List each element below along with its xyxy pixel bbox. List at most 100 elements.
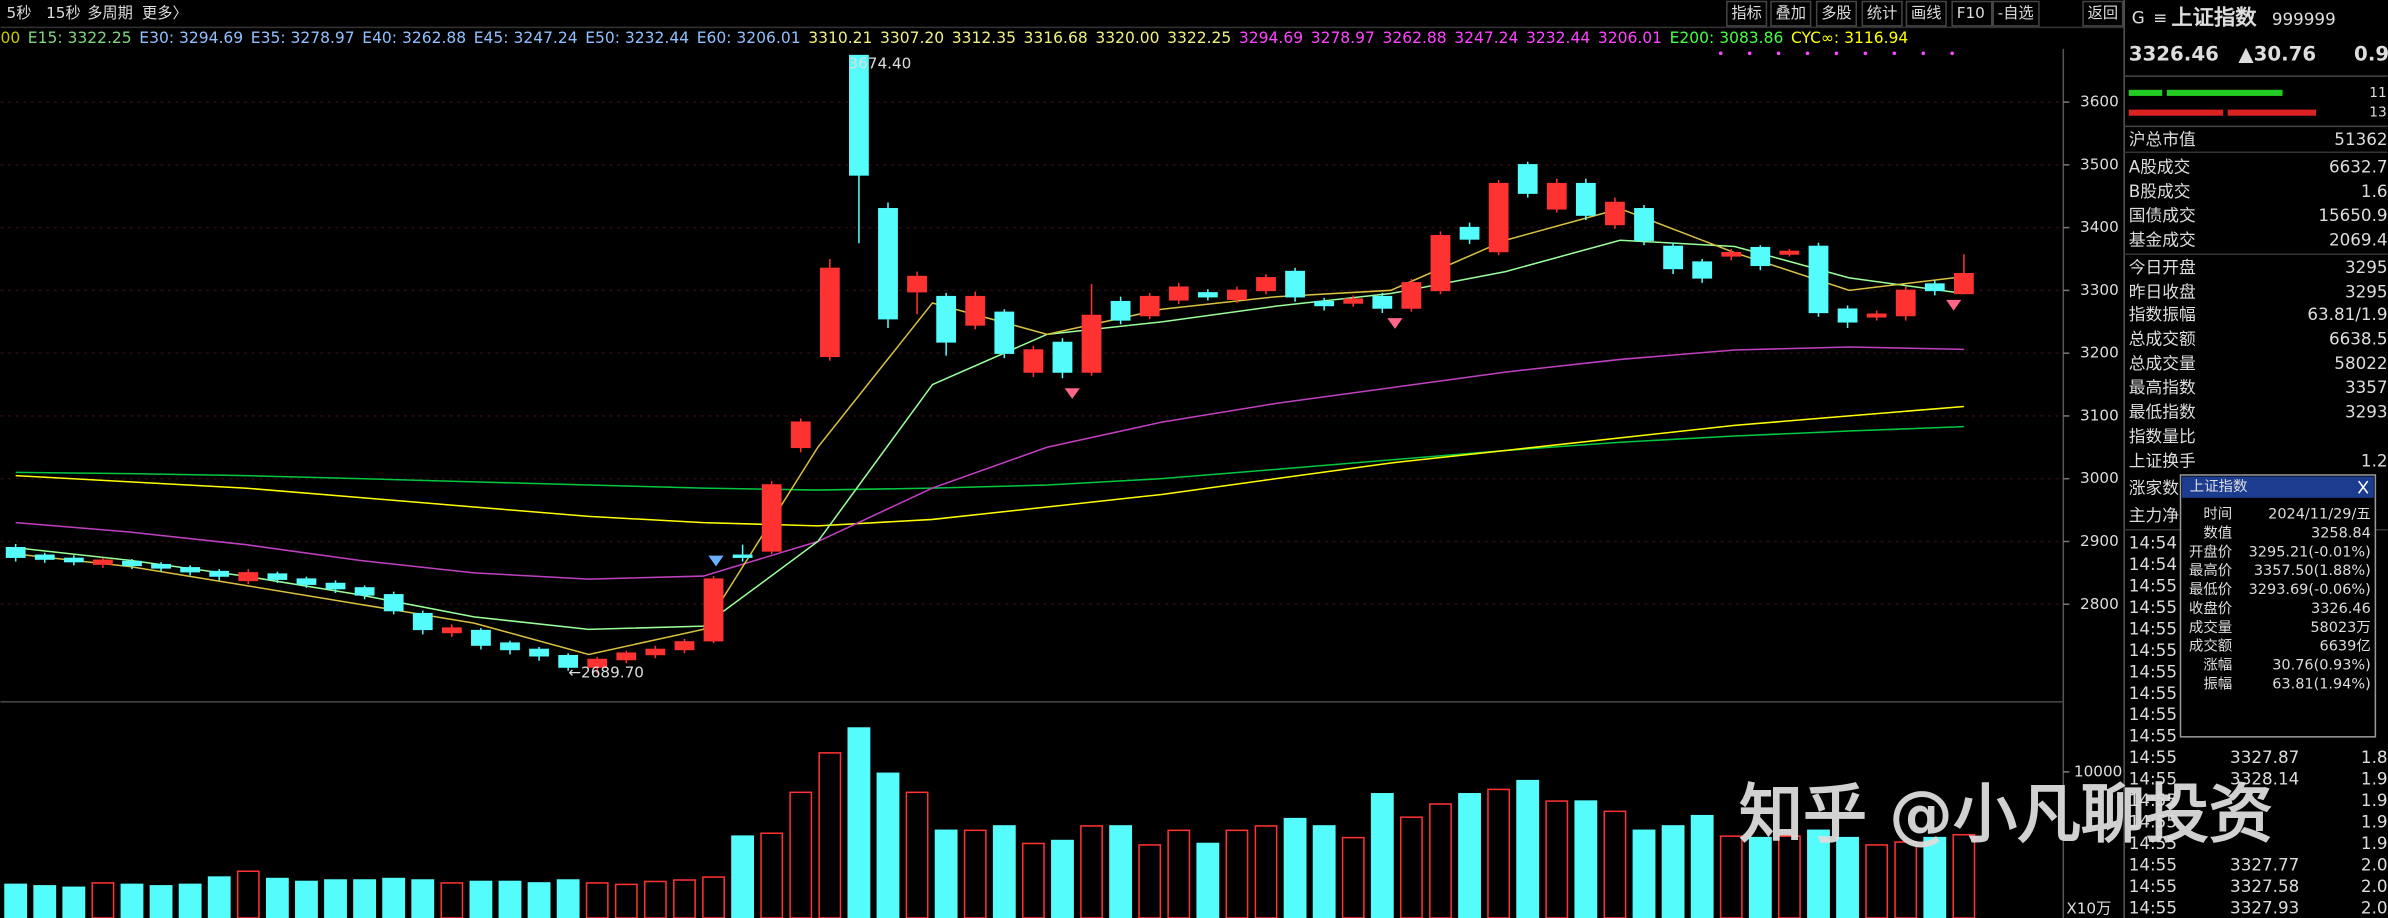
y-tick-label: 3200 xyxy=(2080,344,2119,362)
toolbar-item[interactable]: 统计 xyxy=(1867,4,1897,22)
tooltip-label: 成交额 xyxy=(2189,637,2233,655)
toolbar-button[interactable] xyxy=(1815,0,1857,27)
y-tick-label: 3400 xyxy=(2080,218,2119,236)
toolbar-button[interactable] xyxy=(1861,0,1903,27)
candle-body xyxy=(471,629,491,646)
volume-bar xyxy=(382,877,406,918)
toolbar-button[interactable] xyxy=(1905,0,1947,27)
ma-legend-item: 3278.97 xyxy=(1311,29,1375,47)
volume-bar xyxy=(1632,829,1656,918)
dot xyxy=(1747,51,1752,56)
signal-marker xyxy=(1946,299,1962,311)
candle-body xyxy=(209,570,230,577)
toolbar-button[interactable] xyxy=(1992,0,2040,27)
toolbar-button[interactable] xyxy=(1726,0,1768,27)
tick-time: 14:55 xyxy=(2129,704,2177,724)
volume-bar xyxy=(1836,836,1859,918)
volume-bar xyxy=(469,880,493,918)
tooltip-close[interactable] xyxy=(2358,480,2369,494)
candle-body xyxy=(1430,235,1451,292)
candle-body xyxy=(529,648,549,657)
tooltip-label: 时间 xyxy=(2203,506,2232,523)
volume-bar xyxy=(1196,842,1220,918)
tooltip-label: 成交量 xyxy=(2189,618,2232,636)
tick-time: 14:55 xyxy=(2129,833,2177,853)
toolbar-item[interactable]: 5秒 xyxy=(7,4,32,22)
candle-body xyxy=(936,295,957,343)
tooltip-label: 开盘价 xyxy=(2189,542,2233,560)
volume-bar xyxy=(934,829,958,918)
toolbar-item[interactable]: 画线 xyxy=(1911,4,1941,22)
toolbar-item[interactable]: 指标 xyxy=(1731,4,1761,22)
volume-bar xyxy=(1399,816,1423,918)
tick-volume: 1.9 xyxy=(2361,812,2388,832)
volume-bar xyxy=(614,883,638,918)
candle-body xyxy=(1023,349,1044,373)
volume-bar xyxy=(149,885,173,918)
buy-count: 11 xyxy=(2369,85,2386,101)
toolbar-item[interactable]: 多周期 xyxy=(87,4,133,22)
toolbar-item[interactable]: 多股 xyxy=(1821,4,1851,22)
tooltip-value: 3295.21(-0.01%) xyxy=(2249,544,2371,560)
stat-value: 1.2 xyxy=(2361,450,2388,470)
dot-row xyxy=(1718,51,1954,56)
ma-legend-item: 3322.25 xyxy=(1167,29,1231,47)
tick-time: 14:55 xyxy=(2129,618,2177,638)
dot xyxy=(1776,51,1781,56)
candle-body xyxy=(1168,286,1189,301)
volume-bar xyxy=(876,772,900,918)
toolbar-item[interactable]: 返回 xyxy=(2088,4,2118,22)
candle-body xyxy=(790,421,811,449)
stat-label: 总成交额 xyxy=(2129,328,2196,348)
candle-body xyxy=(819,267,840,358)
stat-label: 主力净 xyxy=(2129,505,2179,525)
toolbar-item[interactable]: 更多〉 xyxy=(142,4,188,22)
y-tick-label: 3500 xyxy=(2080,155,2119,173)
candle-body xyxy=(1895,289,1916,317)
candle-body xyxy=(1081,314,1102,373)
candle-body xyxy=(1692,261,1713,279)
candle-body xyxy=(412,612,433,631)
ma-legend-item: 3294.69 xyxy=(1239,29,1303,47)
toolbar-item[interactable]: -自选 xyxy=(1998,4,2034,22)
toolbar-item[interactable]: F10 xyxy=(1957,4,1985,22)
tick-time: 14:55 xyxy=(2129,640,2177,660)
tick-volume: 1.8 xyxy=(2361,747,2388,767)
volume-bar xyxy=(62,886,86,918)
volume-bar xyxy=(1661,825,1685,918)
ma-legend-item: 3247.24 xyxy=(1454,29,1518,47)
high-annotation: 3674.40 xyxy=(848,54,911,72)
candle-body xyxy=(441,627,462,634)
candle-body xyxy=(1924,283,1945,292)
tick-volume: 1.9 xyxy=(2361,833,2388,853)
tick-time: 14:55 xyxy=(2129,747,2177,767)
stat-label: 今日开盘 xyxy=(2129,257,2196,277)
tick-time: 14:55 xyxy=(2129,575,2177,595)
ma-line xyxy=(15,425,1964,491)
candle-body xyxy=(1866,313,1887,318)
volume-bar xyxy=(1894,841,1918,918)
candle-body xyxy=(1256,277,1276,292)
candle-body xyxy=(849,54,869,176)
candle-body xyxy=(151,563,171,569)
volume-bar xyxy=(178,883,202,918)
toolbar-item[interactable]: 15秒 xyxy=(46,4,81,22)
dot xyxy=(1921,51,1926,56)
candle-body xyxy=(674,641,695,651)
quote-pct: 0.9 xyxy=(2354,42,2388,65)
candle-body xyxy=(1197,292,1218,298)
candle-body xyxy=(907,275,927,293)
dot xyxy=(1950,51,1954,56)
volume-bar xyxy=(120,883,144,918)
candle-body xyxy=(965,295,986,326)
toolbar-button[interactable] xyxy=(2082,0,2124,27)
toolbar-button[interactable] xyxy=(1951,0,1993,27)
ma-line xyxy=(15,239,1964,631)
candle-body xyxy=(180,567,201,573)
toolbar-button[interactable] xyxy=(1770,0,1812,27)
toolbar-item[interactable]: 叠加 xyxy=(1776,4,1806,22)
quote-code: 999999 xyxy=(2272,9,2336,29)
volume-bar xyxy=(33,885,57,918)
low-annotation: ←2689.70 xyxy=(568,663,644,681)
